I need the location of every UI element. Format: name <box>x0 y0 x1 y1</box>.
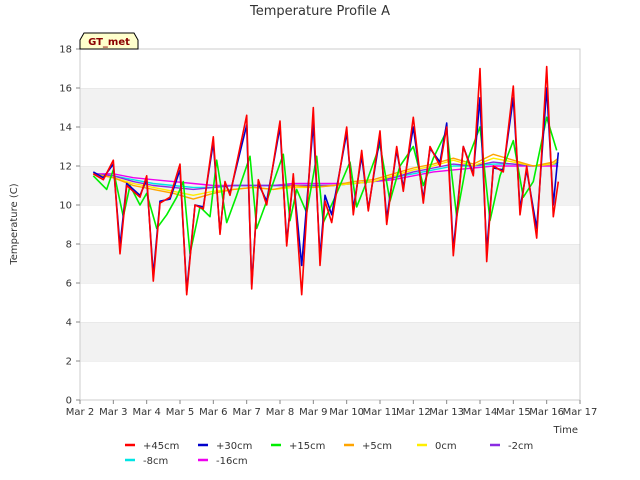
x-tick-label: Mar 17 <box>563 407 598 418</box>
y-tick-label: 18 <box>59 45 72 56</box>
legend-label: +30cm <box>216 441 252 452</box>
x-tick-label: Mar 5 <box>166 407 194 418</box>
grid-band <box>80 49 580 88</box>
legend-label: 0cm <box>435 441 457 452</box>
x-tick-label: Mar 4 <box>132 407 160 418</box>
y-tick-label: 14 <box>59 123 72 134</box>
grid-band <box>80 283 580 322</box>
grid-bands <box>80 48 580 400</box>
x-tick-label: Mar 10 <box>329 407 364 418</box>
y-axis: 0 2 4 6 8 10 12 14 16 18 <box>59 45 80 407</box>
legend-label: +45cm <box>143 441 179 452</box>
grid-band <box>80 361 580 400</box>
x-tick-label: Mar 12 <box>396 407 431 418</box>
legend-label: +5cm <box>362 441 392 452</box>
grid-band <box>80 244 580 283</box>
grid-band <box>80 88 580 127</box>
x-tick-label: Mar 11 <box>363 407 398 418</box>
x-tick-label: Mar 14 <box>463 407 498 418</box>
y-axis-label: Temperature (C) <box>9 183 20 265</box>
gt-met-badge: GT_met <box>79 32 139 50</box>
series-lines <box>92 65 560 296</box>
series-line-5cm <box>93 153 559 200</box>
series-line-45cm <box>92 65 560 296</box>
y-tick-label: 8 <box>66 240 72 251</box>
legend: +45cm +30cm +15cm +5cm 0cm -2cm -8cm -16cm <box>125 441 533 467</box>
plot-area <box>79 48 581 401</box>
y-tick-label: 12 <box>59 162 72 173</box>
y-tick-label: 10 <box>59 201 72 212</box>
x-tick-label: Mar 15 <box>496 407 531 418</box>
x-tick-label: Mar 7 <box>232 407 260 418</box>
x-tick-label: Mar 9 <box>299 407 327 418</box>
y-tick-label: 2 <box>66 357 72 368</box>
x-tick-label: Mar 8 <box>266 407 294 418</box>
badge-label: GT_met <box>88 37 130 48</box>
y-tick-label: 0 <box>66 396 72 407</box>
y-tick-label: 6 <box>66 279 72 290</box>
chart-title: Temperature Profile A <box>249 4 390 19</box>
y-tick-label: 16 <box>59 84 72 95</box>
x-axis: Mar 2 Mar 3 Mar 4 Mar 5 Mar 6 Mar 7 Mar 8 Mar 9… <box>66 400 598 418</box>
grid-band <box>80 322 580 361</box>
x-tick-label: Mar 16 <box>529 407 564 418</box>
x-tick-label: Mar 2 <box>66 407 94 418</box>
legend-label: +15cm <box>289 441 325 452</box>
x-axis-label: Time <box>553 425 578 436</box>
legend-label: -8cm <box>143 456 168 467</box>
y-tick-label: 4 <box>66 318 72 329</box>
x-tick-label: Mar 13 <box>429 407 464 418</box>
legend-label: -16cm <box>216 456 248 467</box>
legend-label: -2cm <box>508 441 533 452</box>
x-tick-label: Mar 6 <box>199 407 227 418</box>
x-tick-label: Mar 3 <box>99 407 127 418</box>
